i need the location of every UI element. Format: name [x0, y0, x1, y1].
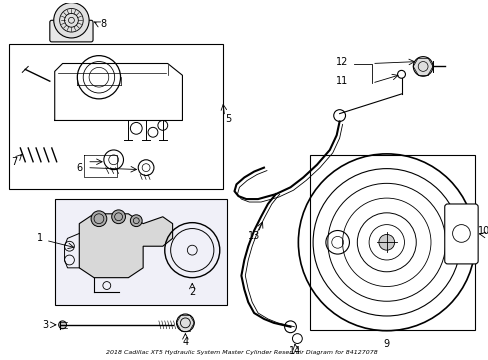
Text: 8: 8 [101, 19, 107, 29]
Text: 11: 11 [336, 76, 348, 86]
Circle shape [412, 57, 432, 76]
Bar [309, 155, 474, 330]
Circle shape [378, 234, 394, 250]
Text: 5: 5 [225, 113, 231, 123]
Text: 2: 2 [189, 287, 195, 297]
Text: 9: 9 [383, 339, 389, 350]
Text: 12: 12 [336, 57, 348, 67]
Bar [8, 44, 222, 189]
Text: 10: 10 [477, 225, 488, 235]
Text: 6: 6 [76, 163, 82, 173]
Text: 3: 3 [42, 320, 48, 330]
Circle shape [59, 321, 66, 329]
Text: 4: 4 [182, 337, 188, 347]
Polygon shape [79, 214, 172, 278]
FancyBboxPatch shape [444, 204, 477, 264]
Text: 1: 1 [37, 233, 43, 243]
Bar [55, 199, 226, 305]
Circle shape [130, 215, 142, 226]
Circle shape [176, 314, 194, 332]
Circle shape [91, 211, 106, 226]
Circle shape [111, 210, 125, 224]
Text: 13: 13 [247, 231, 260, 242]
FancyBboxPatch shape [50, 20, 93, 42]
Circle shape [54, 3, 89, 38]
Text: 2018 Cadillac XT5 Hydraulic System Master Cylinder Reservoir Diagram for 8412707: 2018 Cadillac XT5 Hydraulic System Maste… [105, 350, 376, 355]
Text: 14: 14 [289, 346, 301, 356]
Text: 7: 7 [11, 157, 18, 167]
